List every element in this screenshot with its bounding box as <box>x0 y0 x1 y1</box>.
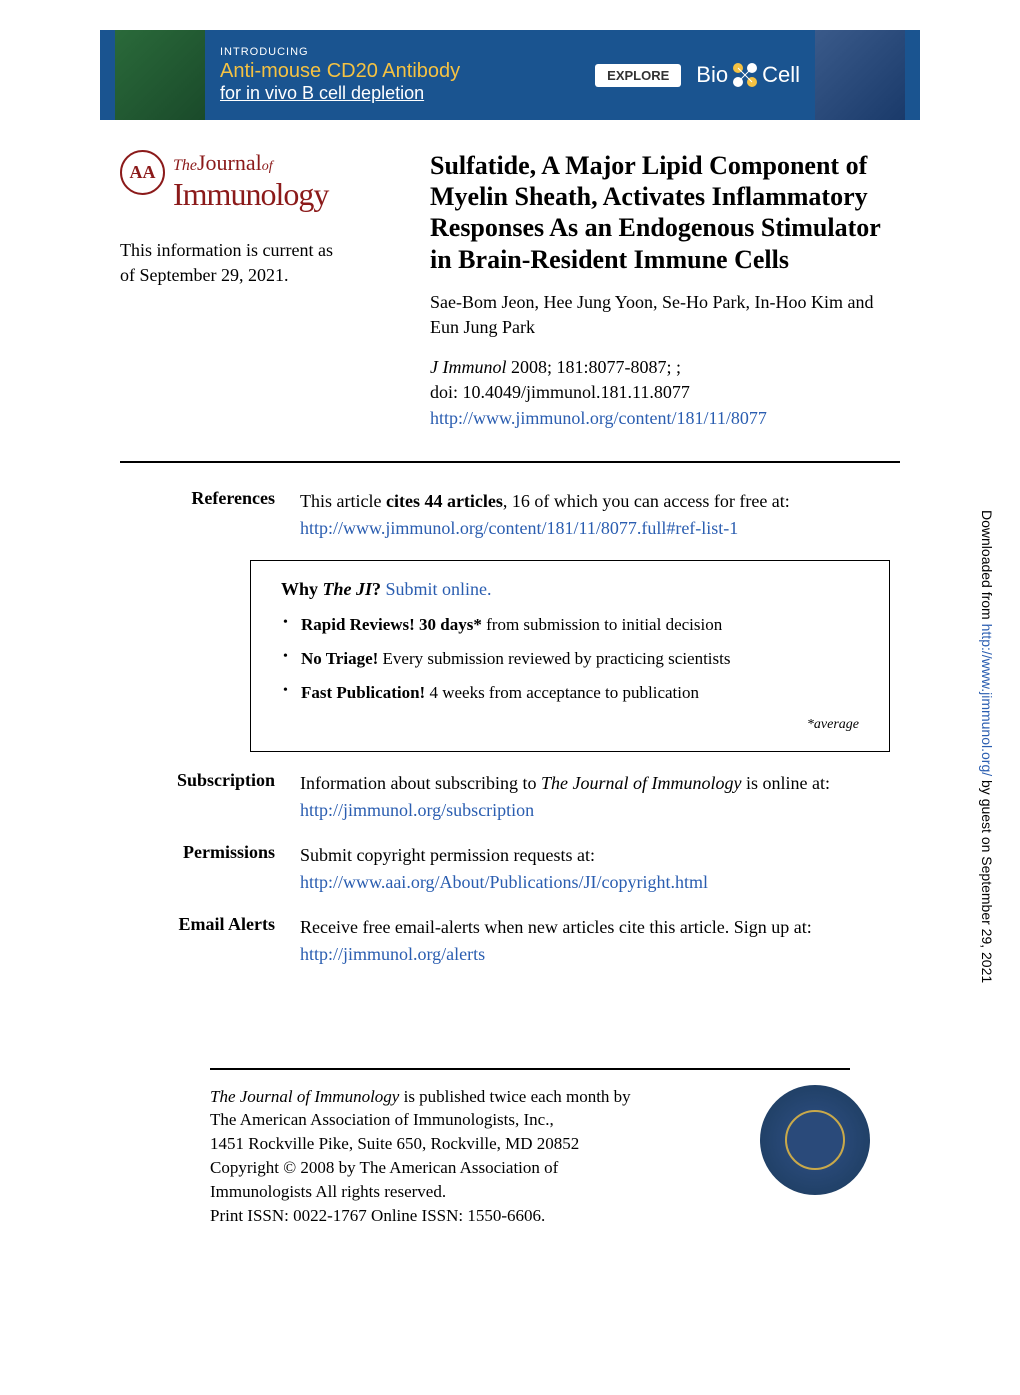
current-info: This information is current as of Septem… <box>120 238 410 288</box>
logo-bio-text: Bio <box>696 62 728 88</box>
ad-title: Anti-mouse CD20 Antibody <box>220 60 580 83</box>
right-column: Sulfatide, A Major Lipid Component of My… <box>430 150 900 431</box>
references-value: This article cites 44 articles, 16 of wh… <box>300 488 900 542</box>
footer-line4: Copyright © 2008 by The American Associa… <box>210 1158 558 1177</box>
footer-row: The Journal of Immunology is published t… <box>120 1085 940 1228</box>
why-item-bold-0: Rapid Reviews! 30 days* <box>301 615 482 634</box>
biocell-logo: Bio Cell <box>696 60 800 90</box>
ad-text-block: INTRODUCING Anti-mouse CD20 Antibody for… <box>220 46 580 104</box>
left-column: AA TheJournalof Immunology This informat… <box>120 150 430 431</box>
logo-immunology: Immunology <box>173 176 328 212</box>
current-info-line2: of September 29, 2021. <box>120 263 410 288</box>
sidebar-prefix: Downloaded from <box>979 510 995 624</box>
logo-the: The <box>173 157 197 174</box>
current-info-line1: This information is current as <box>120 238 410 263</box>
citation-url-link[interactable]: http://www.jimmunol.org/content/181/11/8… <box>430 408 767 428</box>
email-alerts-row: Email Alerts Receive free email-alerts w… <box>120 914 900 968</box>
header-row: AA TheJournalof Immunology This informat… <box>120 150 900 431</box>
permissions-value: Submit copyright permission requests at:… <box>300 842 900 896</box>
ad-cell-image-right <box>815 30 905 120</box>
why-average: *average <box>281 717 859 733</box>
main-content: AA TheJournalof Immunology This informat… <box>100 140 920 1237</box>
divider-top <box>120 461 900 463</box>
references-label: References <box>120 488 300 542</box>
email-alerts-label: Email Alerts <box>120 914 300 968</box>
why-item-bold-2: Fast Publication! <box>301 683 425 702</box>
logo-of: of <box>262 159 273 174</box>
why-title-ji: The JI <box>323 579 373 599</box>
why-item-text-0: from submission to initial decision <box>482 615 722 634</box>
why-title-q: ? <box>372 579 386 599</box>
footer-line1-italic: The Journal of Immunology <box>210 1087 399 1106</box>
subscription-suffix: is online at: <box>741 773 830 793</box>
footer-line6: Print ISSN: 0022-1767 Online ISSN: 1550-… <box>210 1206 545 1225</box>
divider-bottom <box>210 1068 850 1070</box>
logo-badge-icon: AA <box>120 150 165 195</box>
permissions-text: Submit copyright permission requests at: <box>300 845 595 865</box>
submit-online-link[interactable]: Submit online. <box>386 579 492 599</box>
subscription-label: Subscription <box>120 770 300 824</box>
why-title: Why The JI? Submit online. <box>281 579 859 600</box>
sidebar-suffix: by guest on September 29, 2021 <box>979 776 995 983</box>
aai-seal <box>760 1085 880 1205</box>
explore-button[interactable]: EXPLORE <box>595 64 681 87</box>
email-alerts-text: Receive free email-alerts when new artic… <box>300 917 812 937</box>
footer-line5: Immunologists All rights reserved. <box>210 1182 446 1201</box>
why-item-1: No Triage! Every submission reviewed by … <box>301 649 859 669</box>
email-alerts-value: Receive free email-alerts when new artic… <box>300 914 900 968</box>
subscription-prefix: Information about subscribing to <box>300 773 541 793</box>
subscription-italic: The Journal of Immunology <box>541 773 741 793</box>
citation-doi: doi: 10.4049/jimmunol.181.11.8077 <box>430 382 690 402</box>
references-row: References This article cites 44 article… <box>120 488 900 542</box>
logo-cell-text: Cell <box>762 62 800 88</box>
ad-cell-image-left <box>115 30 205 120</box>
why-item-0: Rapid Reviews! 30 days* from submission … <box>301 615 859 635</box>
why-list: Rapid Reviews! 30 days* from submission … <box>281 615 859 703</box>
why-ji-box: Why The JI? Submit online. Rapid Reviews… <box>250 560 890 752</box>
ad-subtitle: for in vivo B cell depletion <box>220 83 580 104</box>
article-title: Sulfatide, A Major Lipid Component of My… <box>430 150 900 275</box>
subscription-value: Information about subscribing to The Jou… <box>300 770 900 824</box>
footer-line3: 1451 Rockville Pike, Suite 650, Rockvill… <box>210 1134 579 1153</box>
sidebar-url-link[interactable]: http://www.jimmunol.org/ <box>979 624 995 777</box>
footer-text: The Journal of Immunology is published t… <box>120 1085 680 1228</box>
ad-introducing: INTRODUCING <box>220 46 580 58</box>
logo-x-icon <box>730 60 760 90</box>
journal-logo: AA TheJournalof Immunology <box>120 150 410 213</box>
seal-circle-icon <box>760 1085 870 1195</box>
article-authors: Sae-Bom Jeon, Hee Jung Yoon, Se-Ho Park,… <box>430 290 900 340</box>
subscription-url-link[interactable]: http://jimmunol.org/subscription <box>300 800 534 820</box>
email-alerts-url-link[interactable]: http://jimmunol.org/alerts <box>300 944 485 964</box>
ad-banner[interactable]: INTRODUCING Anti-mouse CD20 Antibody for… <box>100 30 920 120</box>
why-item-bold-1: No Triage! <box>301 649 378 668</box>
why-item-text-2: 4 weeks from acceptance to publication <box>425 683 699 702</box>
citation-year-pages: 2008; 181:8077-8087; ; <box>506 357 681 377</box>
references-suffix: , 16 of which you can access for free at… <box>503 491 790 511</box>
why-item-text-1: Every submission reviewed by practicing … <box>378 649 730 668</box>
logo-text: TheJournalof Immunology <box>173 150 328 213</box>
references-url-link[interactable]: http://www.jimmunol.org/content/181/11/8… <box>300 518 738 538</box>
subscription-row: Subscription Information about subscribi… <box>120 770 900 824</box>
seal-inner-icon <box>785 1110 845 1170</box>
why-item-2: Fast Publication! 4 weeks from acceptanc… <box>301 683 859 703</box>
citation-journal: J Immunol <box>430 357 506 377</box>
logo-journal: Journal <box>197 150 262 175</box>
footer-line2: The American Association of Immunologist… <box>210 1110 554 1129</box>
footer-line1-rest: is published twice each month by <box>399 1087 630 1106</box>
permissions-url-link[interactable]: http://www.aai.org/About/Publications/JI… <box>300 872 708 892</box>
permissions-label: Permissions <box>120 842 300 896</box>
article-citation: J Immunol 2008; 181:8077-8087; ; doi: 10… <box>430 355 900 431</box>
references-prefix: This article <box>300 491 386 511</box>
permissions-row: Permissions Submit copyright permission … <box>120 842 900 896</box>
download-sidebar: Downloaded from http://www.jimmunol.org/… <box>979 510 995 983</box>
references-bold: cites 44 articles <box>386 491 503 511</box>
why-title-why: Why <box>281 579 323 599</box>
